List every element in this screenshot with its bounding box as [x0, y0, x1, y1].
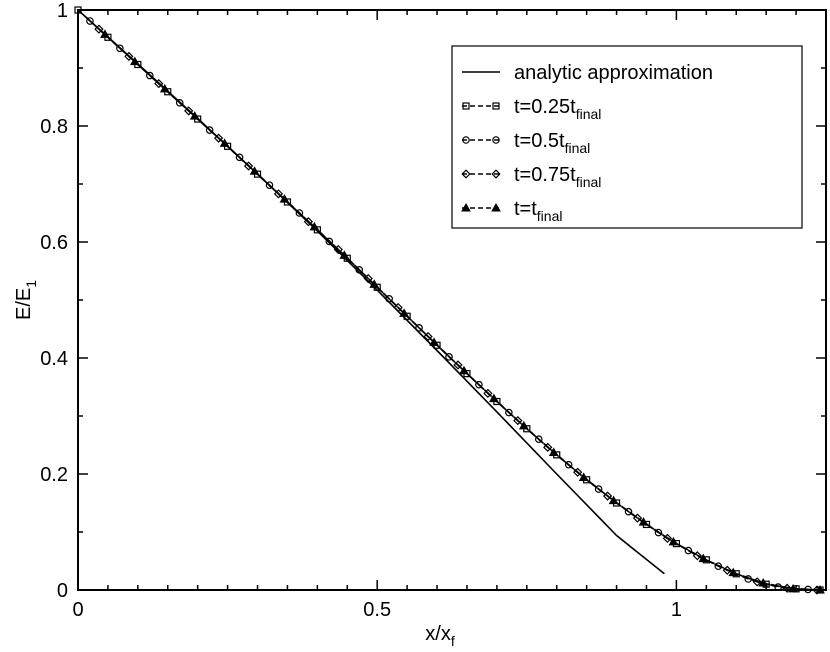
- data-point-2: [146, 71, 154, 80]
- data-point-4: [788, 583, 798, 593]
- y-axis-label: E/E1: [13, 280, 39, 320]
- data-point-4: [339, 250, 350, 259]
- legend-marker: [492, 102, 500, 110]
- data-point-2: [355, 266, 364, 274]
- data-point-4: [608, 495, 619, 505]
- legend-marker: [491, 169, 501, 179]
- data-point-4: [159, 83, 170, 93]
- series-4: [100, 29, 825, 594]
- data-point-4: [129, 56, 140, 66]
- data-point-2: [116, 44, 124, 53]
- y-tick-label: 1: [57, 0, 68, 22]
- legend-entry-0: analytic approximation: [462, 62, 713, 84]
- data-point-2: [564, 460, 573, 469]
- data-point-2: [295, 209, 304, 217]
- data-point-3: [303, 217, 314, 227]
- data-point-4: [100, 29, 110, 38]
- data-point-2: [714, 562, 723, 571]
- data-point-2: [594, 485, 603, 493]
- data-point-2: [325, 237, 334, 246]
- data-point-3: [632, 513, 643, 523]
- data-point-4: [548, 447, 559, 457]
- data-point-4: [638, 517, 649, 526]
- ticks-layer: 0 0.5 1 0 0.2 0.4 0.6 0.8 1: [40, 0, 827, 621]
- data-point-3: [154, 79, 164, 89]
- data-point-4: [578, 472, 589, 481]
- data-point-2: [624, 507, 633, 516]
- data-point-4: [668, 536, 679, 546]
- legend-label: analytic approximation: [514, 62, 713, 84]
- data-point-2: [265, 181, 274, 189]
- data-point-4: [219, 138, 230, 147]
- data-point-2: [684, 546, 693, 555]
- data-point-2: [205, 126, 214, 134]
- data-point-4: [249, 166, 260, 175]
- data-point-2: [744, 575, 753, 583]
- legend-marker: [461, 169, 471, 179]
- data-point-3: [393, 302, 403, 313]
- data-point-3: [692, 551, 702, 561]
- data-point-4: [309, 221, 320, 231]
- data-point-4: [758, 578, 769, 587]
- legend-marker: [492, 136, 500, 144]
- legend-marker: [461, 202, 471, 212]
- data-point-4: [429, 337, 439, 346]
- data-point-4: [279, 194, 290, 203]
- legend-marker: [491, 202, 501, 212]
- data-point-3: [423, 331, 433, 342]
- data-point-4: [728, 567, 739, 577]
- y-tick-label: 0: [57, 580, 68, 602]
- data-point-4: [518, 420, 529, 430]
- data-point-4: [399, 308, 409, 317]
- data-point-3: [543, 442, 553, 452]
- data-point-2: [175, 99, 184, 107]
- legend-marker: [462, 102, 470, 110]
- x-axis-label: x/xf: [425, 623, 455, 649]
- data-point-3: [483, 388, 493, 399]
- data-point-4: [369, 279, 380, 288]
- data-point-2: [415, 324, 423, 332]
- x-tick-label: 0: [72, 599, 83, 621]
- data-point-4: [189, 111, 200, 120]
- data-point-3: [602, 491, 613, 501]
- legend: analytic approximationt=0.25tfinalt=0.5t…: [451, 45, 803, 229]
- axis-labels: x/xf E/E1: [13, 280, 455, 649]
- data-point-2: [445, 353, 453, 361]
- data-point-2: [654, 528, 663, 537]
- series-layer: [74, 6, 825, 595]
- data-point-2: [534, 435, 543, 444]
- data-point-3: [243, 161, 254, 171]
- data-point-2: [475, 380, 483, 389]
- y-tick-label: 0.8: [40, 116, 68, 138]
- legend-entry-2: t=0.5tfinal: [462, 130, 590, 156]
- y-tick-label: 0.4: [40, 348, 68, 370]
- y-tick-label: 0.6: [40, 232, 68, 254]
- data-point-4: [489, 393, 499, 403]
- data-point-3: [124, 51, 134, 62]
- data-point-3: [513, 415, 523, 426]
- data-point-3: [213, 133, 224, 143]
- data-point-3: [363, 273, 373, 284]
- x-tick-label: 1: [671, 599, 682, 621]
- legend-box: [451, 45, 803, 229]
- data-point-4: [698, 553, 709, 563]
- data-point-3: [184, 106, 194, 116]
- data-point-2: [235, 153, 244, 162]
- data-point-4: [459, 365, 469, 375]
- legend-marker: [462, 136, 470, 144]
- data-point-2: [86, 17, 94, 25]
- data-point-2: [505, 408, 513, 417]
- data-point-3: [94, 24, 104, 34]
- data-point-2: [385, 295, 393, 303]
- y-tick-label: 0.2: [40, 464, 68, 486]
- data-point-3: [273, 189, 284, 199]
- x-tick-label: 0.5: [363, 599, 391, 621]
